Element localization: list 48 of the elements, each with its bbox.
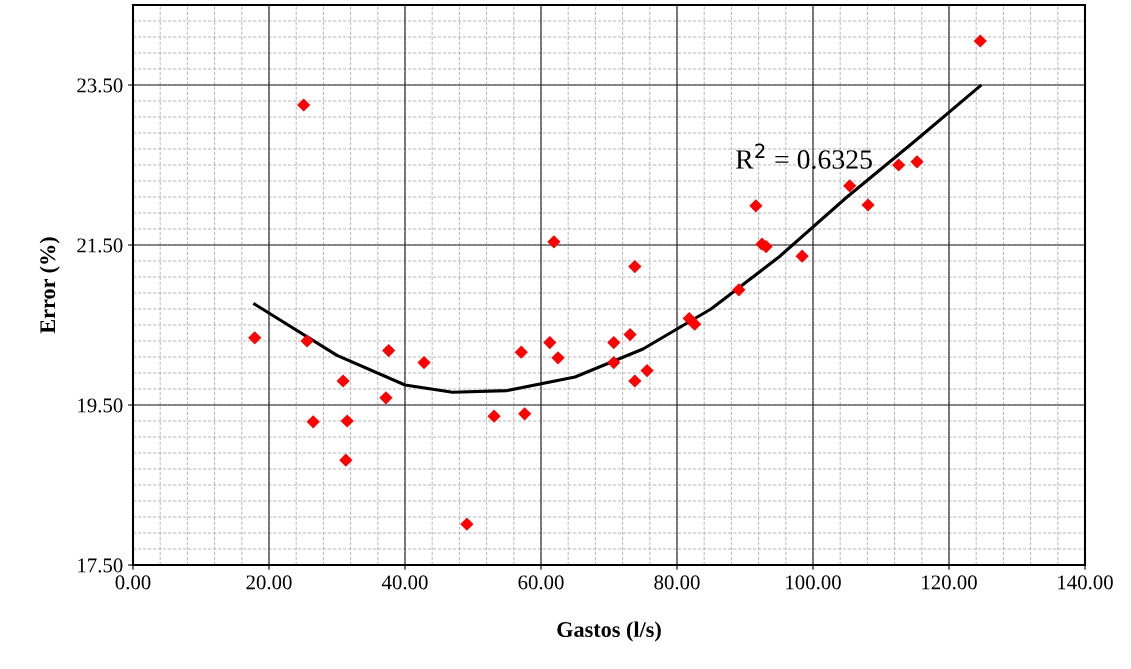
point xyxy=(248,331,262,345)
y-tick-label: 19.50 xyxy=(78,398,123,413)
annotation: R$^{2}$ = 0.6325 xyxy=(735,143,872,169)
point xyxy=(795,249,809,263)
point xyxy=(607,336,621,350)
x-tick-label: 120.00 xyxy=(922,575,977,590)
point xyxy=(306,415,320,429)
point xyxy=(623,328,637,342)
point xyxy=(514,345,528,359)
point xyxy=(379,391,393,405)
x-tick-label: 80.00 xyxy=(654,575,700,590)
point xyxy=(547,235,561,249)
line-series xyxy=(253,84,982,394)
point xyxy=(300,334,314,348)
point xyxy=(417,356,431,370)
x-tick-label: 20.00 xyxy=(246,575,292,590)
point xyxy=(749,199,763,213)
point xyxy=(973,34,987,48)
point xyxy=(628,374,642,388)
x-tick-label: 60.00 xyxy=(518,575,564,590)
point xyxy=(336,374,350,388)
x-axis-title: Gastos (l/s) xyxy=(557,621,661,642)
x-tick-label: 40.00 xyxy=(381,575,428,590)
x-tick-label: 100.00 xyxy=(786,575,841,590)
point xyxy=(732,283,746,297)
y-tick-label: 21.50 xyxy=(77,238,123,253)
point xyxy=(382,344,396,358)
point xyxy=(543,336,557,350)
y-tick-label: 17.50 xyxy=(78,558,123,573)
point xyxy=(340,414,354,428)
point xyxy=(861,198,875,212)
point xyxy=(460,517,474,531)
point xyxy=(640,364,654,378)
x-tick-label: 0.00 xyxy=(115,575,151,590)
point xyxy=(487,409,501,423)
point xyxy=(628,260,642,274)
y-tick-label: 23.50 xyxy=(77,78,123,93)
y-axis-title: Error (%) xyxy=(39,237,60,334)
point xyxy=(551,351,565,365)
point xyxy=(910,155,924,169)
point xyxy=(297,98,311,112)
point xyxy=(607,356,621,370)
point xyxy=(339,453,353,467)
point xyxy=(892,158,906,172)
point xyxy=(843,179,857,193)
point xyxy=(518,407,532,421)
x-tick-label: 140.00 xyxy=(1058,575,1113,590)
point xyxy=(688,317,702,331)
